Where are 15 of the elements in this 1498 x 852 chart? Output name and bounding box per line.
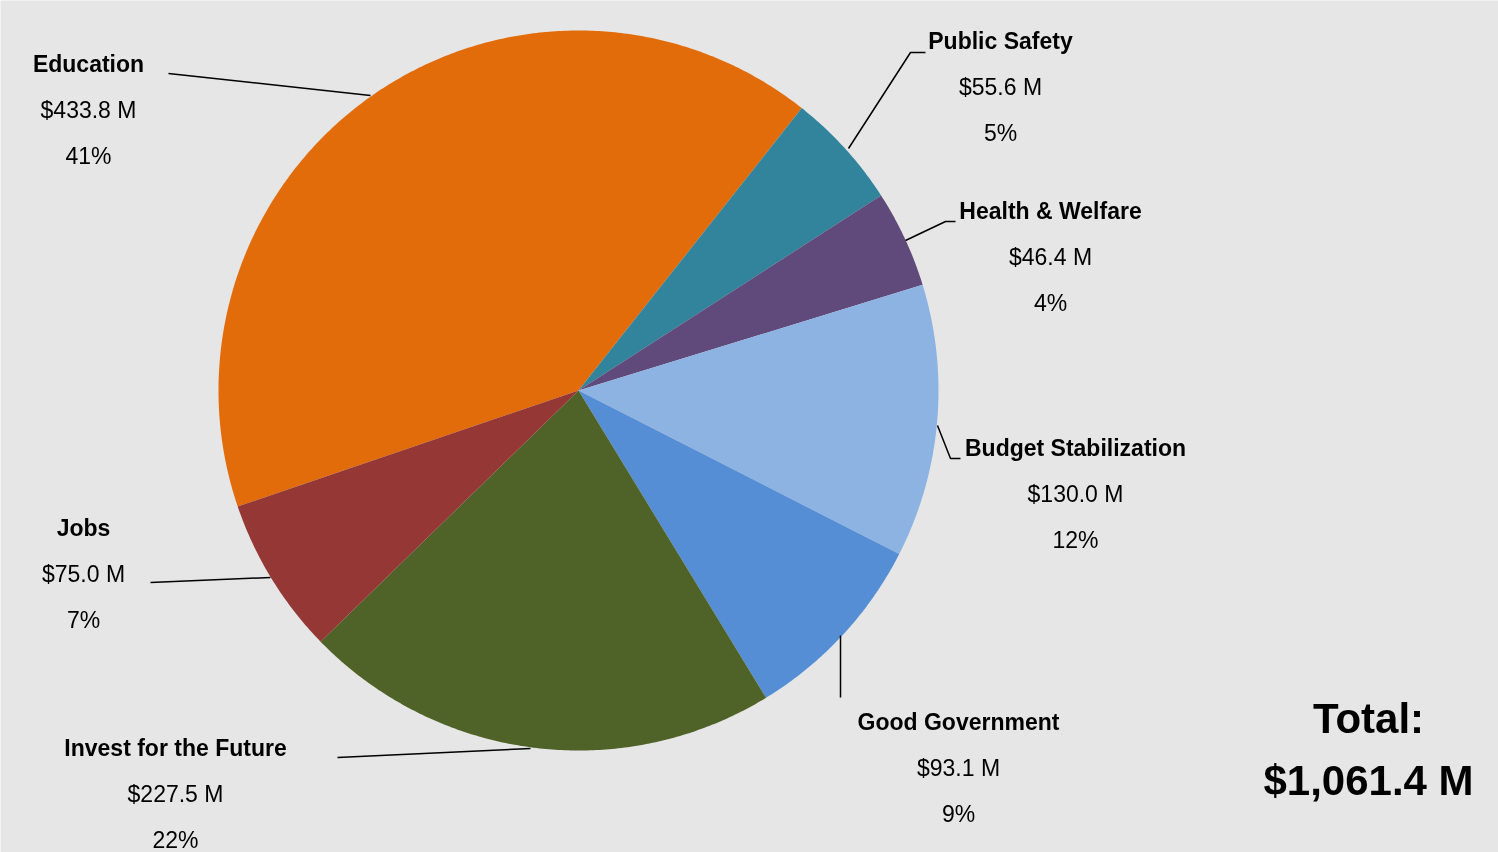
data-label: $227.5 M 22%	[127, 780, 224, 852]
slice-label: Health & Welfare	[959, 197, 1142, 224]
text: Total: $1,061.4 M	[1263, 695, 1474, 804]
slice-label: Jobs	[56, 514, 111, 541]
slice-label: Education	[32, 50, 145, 77]
data-label: $46.4 M 4%	[1008, 243, 1093, 316]
slice-label: Good Government	[857, 708, 1060, 735]
data-label: $55.6 M 5%	[958, 73, 1043, 146]
data-label: $130.0 M 12%	[1027, 480, 1124, 553]
data-label: $93.1 M 9%	[916, 754, 1001, 827]
slice-label: Budget Stabilization	[964, 434, 1187, 461]
data-label: $75.0 M 7%	[41, 560, 126, 633]
slice-label: Invest for the Future	[64, 734, 287, 761]
slice-label: Public Safety	[928, 27, 1073, 54]
data-label: $433.8 M 41%	[40, 96, 137, 169]
